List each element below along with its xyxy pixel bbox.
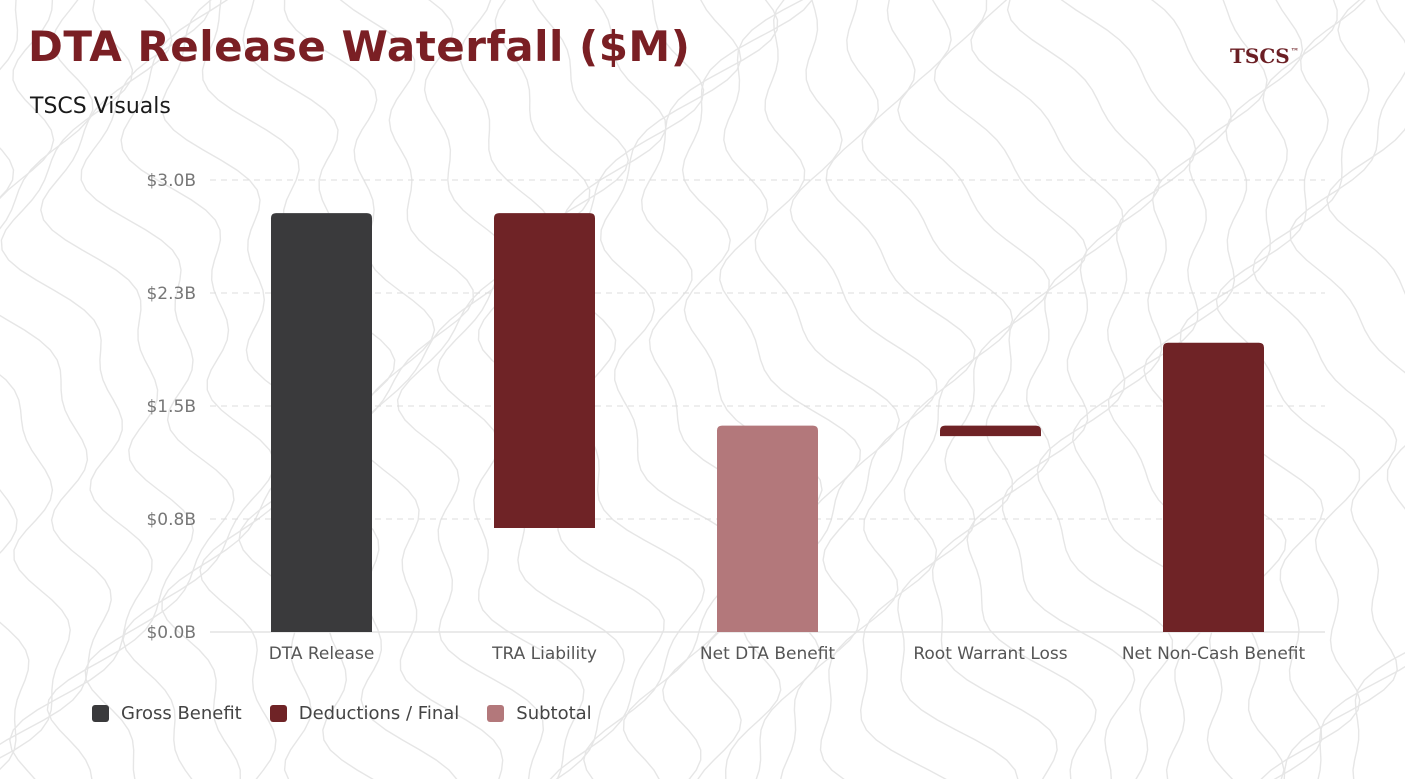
contour-line <box>1215 0 1366 779</box>
y-tick-label: $3.0B <box>146 171 196 191</box>
contour-line <box>80 0 235 779</box>
contour-line <box>754 0 900 779</box>
contour-line <box>897 0 1050 779</box>
bar-net-non-cash-benefit <box>1163 342 1264 632</box>
contour-line <box>780 0 938 779</box>
legend-swatch-deductions <box>269 705 287 722</box>
legend-swatch-subtotal <box>487 705 505 722</box>
contour-line <box>931 0 1088 779</box>
x-tick-label: Root Warrant Loss <box>913 644 1067 664</box>
contour-line <box>0 0 71 759</box>
contour-line <box>719 0 862 779</box>
chart-legend: Gross Benefit Deductions / Final Subtota… <box>92 703 620 724</box>
bar-dta-release <box>271 213 372 632</box>
contour-line <box>599 0 745 779</box>
legend-label-deductions: Deductions / Final <box>298 703 460 724</box>
bar-net-dta-benefit <box>717 425 818 632</box>
contour-line <box>1252 0 1398 779</box>
contour-line <box>1143 0 1304 779</box>
contour-line <box>819 0 976 779</box>
x-tick-label: Net Non-Cash Benefit <box>1122 644 1306 664</box>
brand-trademark: ™ <box>1290 46 1299 56</box>
legend-item-gross: Gross Benefit <box>92 703 242 724</box>
contour-line <box>316 0 475 779</box>
contour-line <box>0 0 112 746</box>
bar-tra-liability <box>494 213 595 529</box>
contour-line <box>120 0 275 779</box>
y-tick-label: $0.8B <box>146 510 196 530</box>
brand-name: TSCS <box>1230 44 1290 68</box>
contour-line <box>640 0 784 779</box>
legend-swatch-gross <box>92 705 109 722</box>
contour-line <box>40 0 195 779</box>
contour-line <box>436 0 591 779</box>
brand-logo: TSCS™ <box>1230 44 1299 68</box>
contour-line <box>0 0 153 779</box>
x-tick-label: Net DTA Benefit <box>700 644 835 664</box>
legend-label-subtotal: Subtotal <box>516 703 592 724</box>
contour-line <box>1001 0 1161 779</box>
contour-line <box>966 0 1124 779</box>
y-tick-label: $2.3B <box>146 284 196 304</box>
x-tick-label: DTA Release <box>269 644 375 664</box>
page-title: DTA Release Waterfall ($M) <box>28 22 691 71</box>
bar-root-warrant-loss <box>940 425 1041 437</box>
legend-item-deductions: Deductions / Final <box>269 703 460 724</box>
contour-line <box>1289 0 1405 779</box>
legend-item-subtotal: Subtotal <box>487 703 592 724</box>
contour-line <box>681 0 823 779</box>
contour-line <box>0 0 30 771</box>
contour-line <box>396 0 553 779</box>
contour-line <box>859 0 1014 779</box>
legend-label-gross: Gross Benefit <box>121 703 242 724</box>
contour-line <box>356 0 514 779</box>
x-tick-label: TRA Liability <box>491 644 597 664</box>
contour-line <box>238 0 396 779</box>
page-subtitle: TSCS Visuals <box>30 94 171 119</box>
y-tick-label: $0.0B <box>146 623 196 643</box>
contour-line <box>1326 127 1405 779</box>
contour-line <box>277 0 436 779</box>
y-tick-label: $1.5B <box>146 397 196 417</box>
